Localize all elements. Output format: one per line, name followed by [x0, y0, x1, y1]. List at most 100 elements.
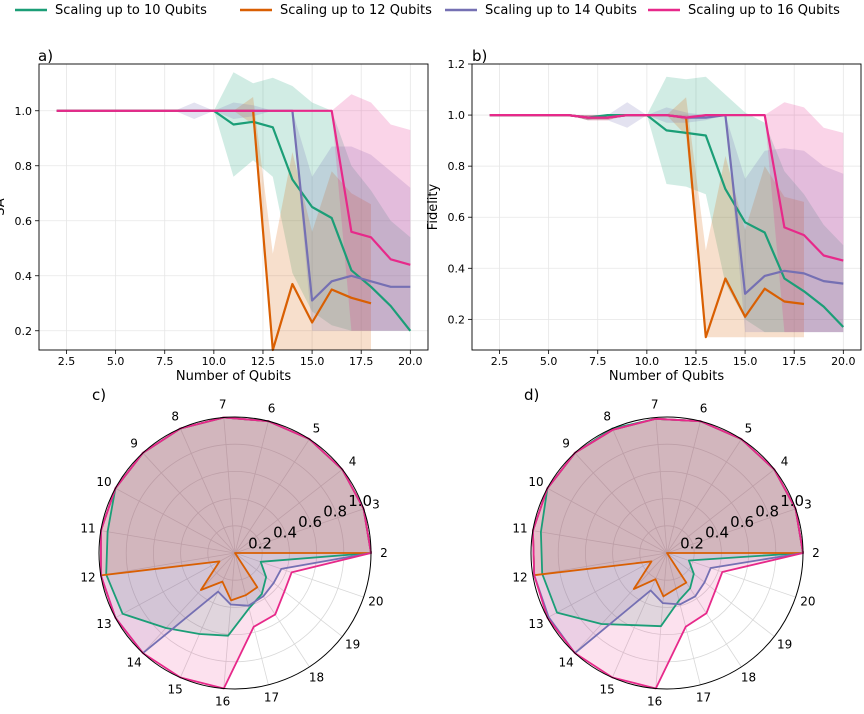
- chart-panel-a: 2.5 5.0 7.5 10.0 12.5 15.0 17.5 20.0 0.2 0.4 0.6 0.…: [0, 47, 429, 384]
- radar-fill: [532, 418, 803, 654]
- legend-label: Scaling up to 12 Qubits: [280, 3, 432, 18]
- radial-tick-label: 0.8: [755, 502, 779, 520]
- angle-tick-label: 7: [651, 398, 659, 412]
- y-tick-label: 0.2: [448, 313, 466, 326]
- angular-gridline: [234, 421, 269, 554]
- angle-tick-label: 20: [368, 594, 383, 608]
- angular-gridline: [115, 487, 236, 554]
- angular-gridline: [666, 552, 775, 637]
- y-axis-label: Fidelity: [426, 183, 441, 230]
- radial-tick-label: 0.4: [705, 524, 729, 542]
- x-tick-label: 5.0: [540, 355, 558, 368]
- polar-frame: [98, 416, 372, 690]
- y-tick-label: 0.4: [15, 270, 33, 283]
- confidence-band: [489, 76, 844, 333]
- angle-tick-label: 3: [804, 498, 812, 512]
- angular-gridline: [612, 552, 668, 678]
- angular-gridline: [666, 508, 796, 554]
- angle-tick-label: 9: [130, 436, 138, 450]
- chart-panel-c: 0.20.40.60.81.0 2 3 4 5 6 7 8 9 10 11 12 13 14 15 16 17 1…: [80, 386, 387, 708]
- x-tick-label: 20.0: [398, 355, 423, 368]
- x-tick-label: 20.0: [831, 355, 856, 368]
- confidence-band: [489, 102, 844, 333]
- angle-tick-label: 18: [741, 671, 756, 685]
- polar-frame: [530, 416, 804, 690]
- legend-label: Scaling up to 10 Qubits: [55, 3, 207, 18]
- angle-tick-label: 19: [345, 638, 360, 652]
- angular-gridline: [234, 552, 343, 637]
- angle-tick-label: 8: [603, 410, 611, 424]
- angle-tick-label: 20: [800, 594, 815, 608]
- radar-fill: [540, 418, 803, 627]
- angle-tick-label: 10: [528, 475, 543, 489]
- angle-tick-label: 19: [777, 638, 792, 652]
- y-tick-label: 0.4: [448, 262, 466, 275]
- radar-fill: [100, 417, 372, 601]
- y-tick-label: 1.0: [448, 109, 466, 122]
- plot-frame: [38, 63, 429, 351]
- angle-tick-label: 14: [558, 656, 573, 670]
- angle-tick-label: 2: [812, 546, 820, 560]
- angle-tick-label: 9: [562, 436, 570, 450]
- panel-label: d): [524, 386, 539, 404]
- radar-fill: [106, 417, 371, 636]
- angle-tick-label: 16: [647, 694, 662, 708]
- radar-line: [100, 416, 372, 690]
- radial-tick-label: 1.0: [348, 492, 372, 510]
- panel-label: c): [92, 386, 106, 404]
- radial-tick-label: 0.6: [298, 513, 322, 531]
- angle-tick-label: 6: [700, 402, 708, 416]
- angular-gridline: [180, 428, 236, 554]
- panel-label: a): [38, 47, 53, 65]
- angle-tick-label: 11: [512, 521, 527, 535]
- x-tick-label: 12.5: [251, 355, 276, 368]
- angular-gridline: [547, 487, 668, 554]
- angle-tick-label: 12: [80, 571, 95, 585]
- angular-gridline: [142, 452, 236, 554]
- radar-line: [532, 417, 804, 690]
- angular-gridline: [223, 417, 236, 554]
- angle-tick-label: 4: [781, 454, 789, 468]
- x-axis-label: Number of Qubits: [176, 369, 291, 384]
- angle-tick-label: 7: [219, 398, 227, 412]
- confidence-band: [489, 102, 844, 333]
- angle-tick-label: 17: [696, 690, 711, 704]
- x-tick-label: 17.5: [782, 355, 807, 368]
- angular-gridline: [574, 452, 668, 554]
- angular-gridline: [547, 552, 668, 619]
- legend: Scaling up to 10 Qubits Scaling up to 12 …: [15, 3, 840, 18]
- x-tick-label: 10.0: [635, 355, 660, 368]
- chart-panel-b: 2.5 5.0 7.5 10.0 12.5 15.0 17.5 20.0 0.2 0.4 0.6 0.…: [426, 47, 862, 384]
- confidence-band: [56, 72, 411, 331]
- confidence-band: [56, 102, 411, 331]
- x-tick-label: 17.5: [349, 355, 374, 368]
- angle-tick-label: 17: [264, 690, 279, 704]
- angular-gridline: [234, 438, 310, 554]
- angle-tick-label: 13: [528, 617, 543, 631]
- y-tick-label: 0.6: [15, 215, 33, 228]
- angle-tick-label: 14: [126, 656, 141, 670]
- angle-tick-label: 18: [309, 671, 324, 685]
- radar-fill: [100, 417, 372, 654]
- angular-gridline: [100, 552, 236, 576]
- x-tick-label: 15.0: [733, 355, 758, 368]
- x-tick-label: 2.5: [491, 355, 509, 368]
- angle-tick-label: 15: [168, 682, 183, 696]
- radial-tick-label: 0.2: [248, 534, 272, 552]
- angle-tick-label: 11: [80, 521, 95, 535]
- angular-gridline: [666, 438, 742, 554]
- y-axis-label: SA: [0, 198, 8, 215]
- legend-label: Scaling up to 14 Qubits: [485, 3, 637, 18]
- series-line: [56, 109, 411, 266]
- angular-gridline: [100, 530, 236, 554]
- angular-gridline: [234, 508, 364, 554]
- angle-tick-label: 2: [380, 546, 388, 560]
- radial-tick-label: 0.2: [680, 534, 704, 552]
- radial-tick-label: 0.4: [273, 524, 297, 542]
- angular-gridline: [142, 552, 236, 654]
- plot-frame: [471, 63, 862, 351]
- angle-tick-label: 4: [349, 454, 357, 468]
- angular-gridline: [115, 552, 236, 619]
- angle-tick-label: 5: [313, 421, 321, 435]
- angle-tick-label: 3: [372, 498, 380, 512]
